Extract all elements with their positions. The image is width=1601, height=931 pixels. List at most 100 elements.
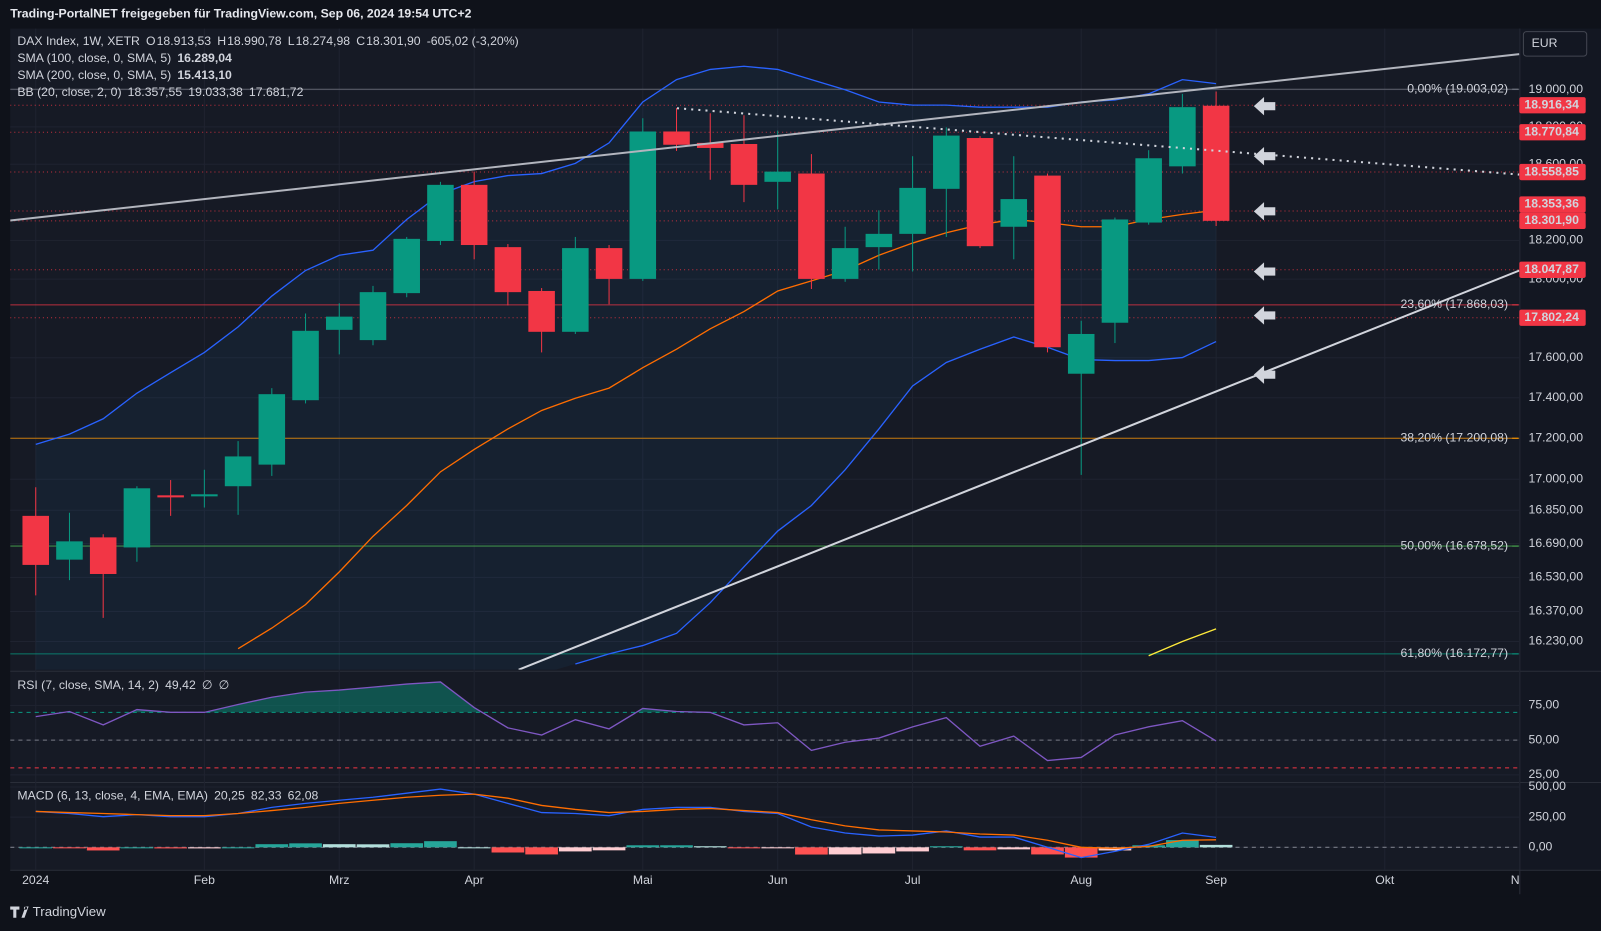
candle-body — [899, 187, 926, 234]
histogram-bar — [188, 847, 221, 849]
histogram-bar — [559, 847, 592, 852]
legend-prefix: H — [217, 34, 226, 48]
y-tick-label: 18.200,00 — [1529, 233, 1584, 247]
price-label-box — [1519, 309, 1586, 326]
y-tick-label: 16.850,00 — [1529, 502, 1584, 516]
legend-prefix: O — [146, 34, 156, 48]
candle-body — [528, 290, 555, 332]
histogram-bar — [997, 847, 1031, 850]
candle-body — [460, 184, 488, 246]
price-label-box — [1519, 261, 1586, 278]
share-header: Trading-PortalNET freigegeben für Tradin… — [10, 7, 471, 21]
candle-body — [1169, 107, 1196, 167]
currency[interactable]: EUR — [1532, 36, 1558, 50]
legend-value: ∅ — [219, 678, 230, 692]
candle-body — [157, 495, 184, 498]
candle-body — [696, 142, 724, 148]
indicator-line — [35, 65, 1217, 446]
candle-body — [764, 171, 791, 182]
legend-prefix: C — [356, 34, 365, 48]
legend-value: 18.913,53 — [157, 34, 212, 48]
x-tick-label: N — [1511, 873, 1520, 887]
x-tick-label: Mai — [633, 873, 653, 887]
candle-body — [1101, 219, 1129, 323]
legend-value: 18.274,98 — [296, 34, 351, 48]
y-tick-label: 16.370,00 — [1529, 604, 1584, 618]
candle-body — [393, 238, 420, 294]
arrow — [1253, 306, 1276, 325]
legend-title: SMA (100, close, 0, SMA, 5) — [17, 51, 171, 65]
price-label-box — [1519, 124, 1586, 141]
candle-body — [258, 394, 286, 465]
price-label: 18.047,87 — [1524, 262, 1579, 276]
candle-body — [595, 248, 623, 279]
brand: TradingView — [33, 904, 106, 919]
y-tick-label: 16.530,00 — [1529, 570, 1584, 584]
x-tick-label: Apr — [465, 873, 484, 887]
histogram-bar — [86, 847, 120, 851]
price-pane — [10, 65, 1520, 670]
histogram-bar — [660, 845, 693, 848]
x-tick-label: Sep — [1205, 873, 1227, 887]
histogram-bar — [221, 847, 255, 849]
legend-value: 17.681,72 — [249, 85, 304, 99]
legend-prefix: L — [288, 34, 295, 48]
macd-line — [35, 793, 1217, 849]
price-label: 18.353,36 — [1524, 197, 1579, 211]
y-tick-label: 0,00 — [1529, 840, 1553, 854]
candle-body — [224, 456, 252, 487]
candle-body — [191, 494, 218, 497]
histogram-bar — [424, 841, 457, 848]
candle-body — [966, 138, 994, 247]
legend-value: 18.357,55 — [128, 85, 183, 99]
histogram-bar — [154, 847, 187, 849]
y-tick-label: 250,00 — [1529, 809, 1567, 823]
fib-label: 23,60% (17.868,03) — [1400, 297, 1508, 311]
histogram-bar — [592, 847, 626, 851]
currency-button[interactable] — [1522, 31, 1588, 57]
histogram-bar — [727, 847, 761, 849]
legend-title: BB (20, close, 2, 0) — [17, 85, 121, 99]
fib-label: 38,20% (17.200,08) — [1400, 430, 1508, 444]
legend-value: 18.990,78 — [227, 34, 282, 48]
price-label-box — [1519, 212, 1586, 230]
arrow — [1253, 96, 1276, 116]
histogram-bar — [963, 847, 997, 851]
candle-body — [1067, 333, 1095, 374]
candle-body — [359, 292, 387, 341]
y-tick-label: 19.000,00 — [1529, 82, 1584, 96]
histogram-bar — [491, 847, 525, 853]
histogram-bar — [896, 847, 929, 852]
histogram-bar — [929, 846, 963, 848]
candle-body — [798, 173, 825, 279]
legend-value: 19.033,38 — [188, 85, 243, 99]
arrow — [1253, 365, 1276, 384]
x-tick-label: Jun — [768, 873, 788, 887]
y-tick-label: 500,00 — [1529, 779, 1567, 793]
candle-body — [730, 144, 758, 185]
dotted-trend-line — [676, 107, 1520, 176]
x-tick-label: Aug — [1070, 873, 1092, 887]
histogram-bar — [795, 847, 828, 855]
histogram-bar — [19, 847, 53, 849]
histogram-bar — [828, 847, 862, 855]
x-tick-label: Feb — [194, 873, 215, 887]
price-label-box — [1519, 196, 1586, 213]
legend-title: RSI (7, close, SMA, 14, 2) — [17, 678, 159, 692]
legend-title: MACD (6, 13, close, 4, EMA, EMA) — [17, 788, 208, 802]
overbought-fill — [35, 681, 1217, 713]
candle-body — [933, 135, 960, 189]
histogram-bar — [53, 847, 86, 849]
y-tick-label: 17.600,00 — [1529, 350, 1584, 364]
candle-body — [1135, 158, 1162, 223]
x-tick-label: 2024 — [22, 873, 49, 887]
legend-title: SMA (200, close, 0, SMA, 5) — [17, 68, 171, 82]
fib-label: 61,80% (16.172,77) — [1400, 646, 1508, 660]
candle-body — [292, 330, 319, 401]
candle-body — [663, 131, 690, 145]
legend-value: -605,02 (-3,20%) — [427, 34, 519, 48]
histogram-bar — [356, 844, 390, 848]
candle-body — [325, 316, 353, 330]
candle-body — [831, 248, 859, 279]
